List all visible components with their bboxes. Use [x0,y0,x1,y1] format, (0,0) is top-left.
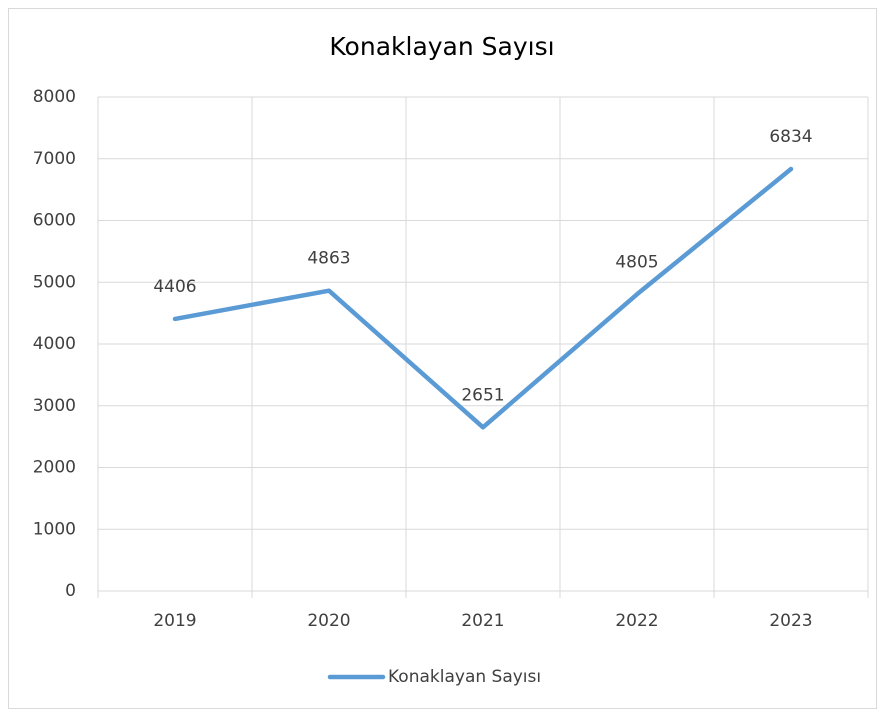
y-tick-label: 7000 [33,149,76,169]
y-tick-label: 0 [65,581,76,601]
legend-label: Konaklayan Sayısı [388,667,541,687]
data-label: 2651 [461,385,504,405]
chart-border [8,8,877,709]
y-tick-label: 1000 [33,519,76,539]
y-tick-label: 2000 [33,458,76,478]
x-tick-label: 2019 [153,611,196,631]
y-tick-label: 8000 [33,87,76,107]
chart-title: Konaklayan Sayısı [329,32,554,61]
data-label: 4805 [615,252,658,272]
x-tick-label: 2020 [307,611,350,631]
x-tick-label: 2022 [615,611,658,631]
y-tick-label: 4000 [33,334,76,354]
data-line [172,166,794,430]
x-tick-label: 2021 [461,611,504,631]
x-tick-label: 2023 [769,611,812,631]
data-label: 6834 [769,127,812,147]
y-tick-label: 5000 [33,272,76,292]
data-label: 4863 [307,249,350,269]
y-tick-label: 3000 [33,396,76,416]
data-label: 4406 [153,277,196,297]
y-tick-label: 6000 [33,211,76,231]
